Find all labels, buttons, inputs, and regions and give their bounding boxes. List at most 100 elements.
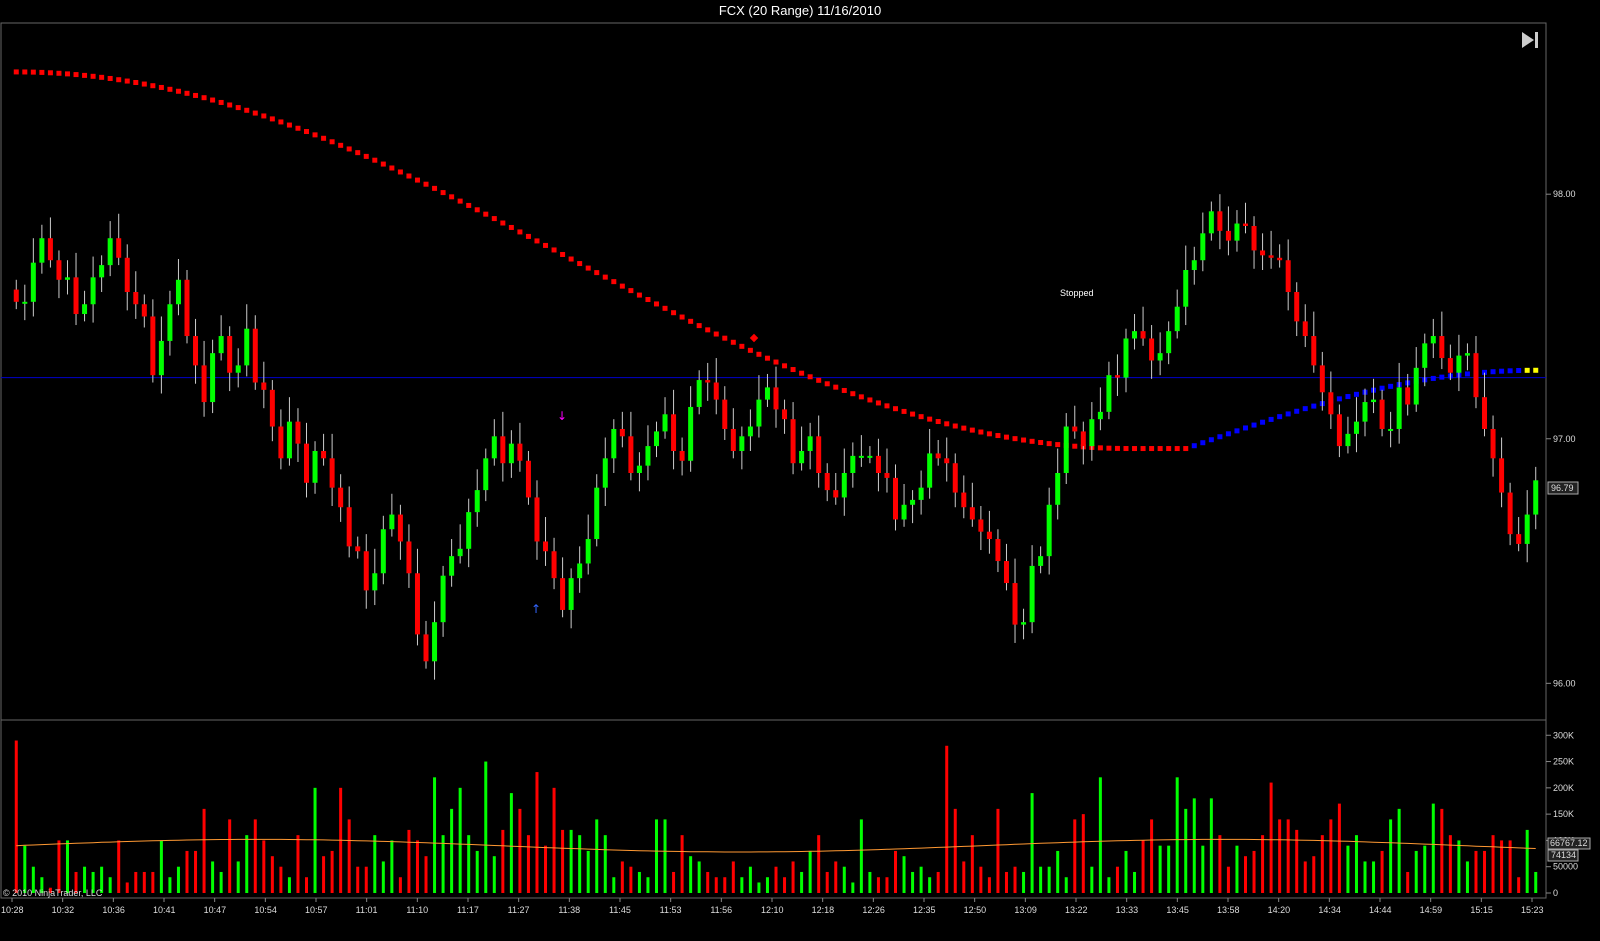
- ma-dot: [782, 363, 788, 369]
- price-tick-label: 98.00: [1553, 189, 1576, 199]
- volume-bar: [245, 835, 249, 893]
- volume-bar: [774, 866, 778, 893]
- volume-bar: [578, 835, 582, 893]
- time-tick-label: 13:22: [1065, 905, 1088, 915]
- ma-dot: [978, 429, 984, 435]
- candle-body: [602, 458, 608, 488]
- candle-body: [312, 450, 318, 483]
- ma-dot: [1482, 369, 1488, 375]
- candle-body: [1089, 419, 1095, 447]
- candle-body: [799, 450, 805, 464]
- ma-dot: [594, 270, 600, 276]
- time-tick-label: 14:34: [1318, 905, 1341, 915]
- volume-bar: [1337, 803, 1341, 893]
- candle-body: [278, 426, 284, 459]
- volume-bar: [1115, 866, 1119, 893]
- candle-body: [1405, 387, 1411, 405]
- candle-body: [1507, 492, 1513, 535]
- ma-dot: [799, 370, 805, 376]
- ma-dot: [474, 207, 480, 213]
- ma-dot: [22, 69, 28, 75]
- candle-body: [210, 353, 216, 403]
- volume-bar: [586, 850, 590, 893]
- time-tick-label: 13:58: [1217, 905, 1240, 915]
- candle-body: [543, 541, 549, 552]
- copyright: © 2010 NinjaTrader, LLC: [3, 888, 103, 898]
- volume-bar: [1346, 845, 1350, 893]
- ma-dot: [901, 408, 907, 414]
- volume-bar: [1133, 871, 1137, 893]
- volume-bar: [501, 829, 505, 893]
- candle-body: [124, 257, 130, 293]
- volume-bar: [1030, 793, 1034, 893]
- volume-bar: [475, 850, 479, 893]
- ma-dot: [628, 288, 634, 294]
- ma-dot: [1114, 445, 1120, 451]
- jump-to-end-button[interactable]: [1518, 30, 1540, 50]
- ma-dot: [1336, 396, 1342, 402]
- volume-bar: [919, 866, 923, 893]
- volume-bar: [825, 871, 829, 893]
- candle-body: [1140, 331, 1146, 339]
- candle-body: [1328, 392, 1334, 415]
- candle-body: [235, 365, 241, 373]
- volume-tick-label: 300K: [1553, 730, 1574, 740]
- volume-bar: [1107, 877, 1111, 893]
- candle-body: [645, 446, 651, 466]
- time-tick-label: 10:57: [305, 905, 328, 915]
- volume-average-polyline: [16, 838, 1536, 853]
- ma-dot: [1464, 371, 1470, 377]
- ma-dot: [1208, 437, 1214, 443]
- time-tick-label: 12:26: [862, 905, 885, 915]
- volume-bar: [842, 866, 846, 893]
- candle-body: [986, 531, 992, 540]
- volume-average-line: [16, 838, 1536, 853]
- ma-dot: [56, 70, 62, 76]
- candle-body: [363, 551, 369, 591]
- volume-bar: [894, 850, 898, 893]
- ma-dot: [1012, 436, 1018, 442]
- volume-bar: [808, 850, 812, 893]
- ma-dot: [1200, 440, 1206, 446]
- ma-dot: [893, 406, 899, 412]
- ma-dot: [261, 113, 267, 119]
- play-end-icon: [1522, 32, 1534, 48]
- candle-body: [338, 487, 344, 508]
- candle-body: [141, 304, 147, 317]
- volume-bar: [211, 861, 215, 893]
- ma-dot: [653, 301, 659, 307]
- ma-dot: [1260, 419, 1266, 425]
- candle-body: [790, 419, 796, 464]
- ma-dot: [790, 367, 796, 373]
- candle-body: [304, 443, 310, 483]
- time-tick-label: 10:32: [52, 905, 75, 915]
- candle-body: [961, 492, 967, 508]
- candle-body: [1302, 321, 1308, 337]
- volume-bar: [1440, 808, 1444, 893]
- volume-bar: [1047, 866, 1051, 893]
- volume-bar: [1406, 871, 1410, 893]
- candle-body: [705, 380, 711, 383]
- buy-arrow-icon: ↑: [531, 602, 541, 616]
- volume-bar: [390, 840, 394, 893]
- ma-dot: [30, 69, 36, 75]
- volume-bar: [1141, 840, 1145, 893]
- volume-bar: [65, 840, 69, 893]
- time-tick-label: 15:15: [1470, 905, 1493, 915]
- volume-bar: [1525, 829, 1529, 893]
- candle-body: [90, 277, 96, 305]
- volume-bar: [1150, 819, 1154, 893]
- candle-body: [1003, 561, 1009, 584]
- volume-bar: [31, 866, 35, 893]
- candle-body: [568, 578, 574, 610]
- ma-dot: [935, 419, 941, 425]
- volume-bar: [979, 866, 983, 893]
- volume-bar: [1073, 819, 1077, 893]
- volume-bar: [1184, 808, 1188, 893]
- candle-body: [901, 504, 907, 520]
- candle-body: [82, 304, 88, 315]
- volume-bar: [603, 835, 607, 893]
- volume-bar: [723, 877, 727, 893]
- volume-bar: [356, 866, 360, 893]
